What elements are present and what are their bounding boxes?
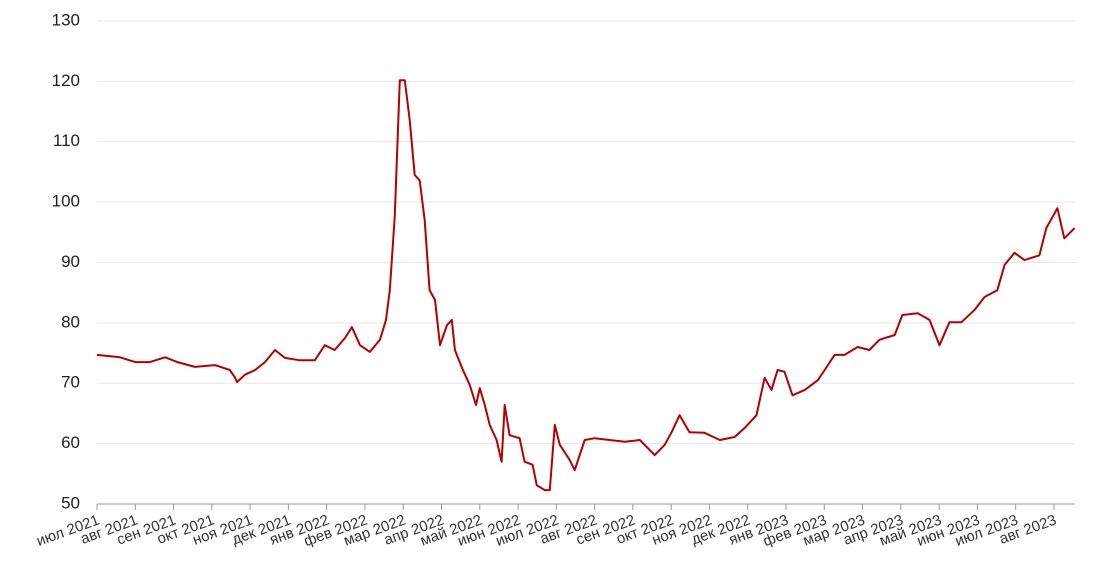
y-tick-label: 70 — [61, 373, 80, 392]
line-series — [96, 79, 1076, 492]
y-tick-label: 120 — [52, 71, 80, 90]
y-tick-label: 90 — [61, 252, 80, 271]
y-tick-label: 60 — [61, 433, 80, 452]
y-tick-label: 80 — [61, 312, 80, 331]
y-tick-label: 50 — [61, 493, 80, 512]
y-tick-label: 110 — [53, 131, 80, 150]
y-tick-label: 130 — [52, 10, 80, 29]
y-tick-label: 100 — [52, 192, 80, 211]
